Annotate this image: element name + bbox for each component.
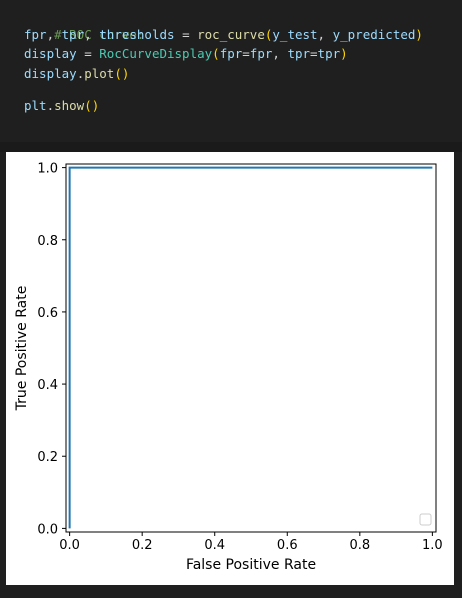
legend-box <box>419 513 432 526</box>
code-token: plot <box>84 65 115 81</box>
code-token: ) <box>340 46 348 61</box>
x-tick-label: 0.6 <box>277 538 298 553</box>
code-token: = <box>174 26 198 42</box>
code-token: = <box>310 46 318 61</box>
code-line-2: fpr, tpr, thresholds = roc_curve(y_test,… <box>24 25 462 45</box>
cell-separator <box>0 142 462 152</box>
x-tick-label: 0.2 <box>132 538 153 553</box>
y-tick-label: 1.0 <box>37 162 58 177</box>
code-line-3: display = RocCurveDisplay(fpr=fpr, tpr=t… <box>24 44 462 64</box>
code-token: roc_curve <box>197 26 265 42</box>
output-plot-area: 0.0 0.2 0.4 0.6 0.8 1.0 0.0 0.2 0.4 0.6 0.8 1.0 Fals… <box>6 152 454 585</box>
code-token: , <box>317 26 333 42</box>
code-token: ( <box>212 46 220 61</box>
code-token: fpr <box>249 46 273 61</box>
code-token: = <box>242 46 250 61</box>
y-tick-label: 0.0 <box>37 522 58 537</box>
y-tick-label: 0.8 <box>37 234 58 249</box>
code-blank-line <box>24 83 462 96</box>
chart-marks <box>68 166 433 529</box>
y-axis-label: True Positive Rate <box>14 286 30 412</box>
code-token: fpr <box>24 26 47 42</box>
code-cell[interactable]: # ROC curve: fpr, tpr, thresholds = roc_… <box>0 0 462 142</box>
below-output <box>0 585 462 598</box>
code-token: tpr <box>317 46 341 61</box>
y-tick-label: 0.2 <box>37 450 58 465</box>
code-comment: # ROC curve: <box>54 26 145 42</box>
code-token: ( <box>264 26 273 42</box>
roc-chart: 0.0 0.2 0.4 0.6 0.8 1.0 0.0 0.2 0.4 0.6 0.8 1.0 Fals… <box>14 162 443 573</box>
x-tick-label: 0.0 <box>59 538 80 553</box>
plot-frame <box>65 163 437 533</box>
code-token: () <box>84 98 100 113</box>
code-token: = <box>76 46 100 61</box>
y-tick-label: 0.6 <box>37 306 58 321</box>
chart-axes: 0.0 0.2 0.4 0.6 0.8 1.0 0.0 0.2 0.4 0.6 0.8 1.0 Fals… <box>14 162 443 573</box>
roc-curve-line <box>68 166 433 529</box>
code-token: ) <box>415 26 423 42</box>
code-line-4: display.plot() <box>24 64 462 84</box>
x-axis-label: False Positive Rate <box>186 557 316 573</box>
code-line-1: # ROC curve: <box>24 5 462 42</box>
code-token: , <box>84 26 100 42</box>
code-token: () <box>114 65 130 81</box>
code-token: fpr <box>219 46 243 61</box>
code-token: tpr <box>61 26 85 42</box>
x-tick-label: 1.0 <box>422 538 443 553</box>
code-token: y_test <box>272 26 318 42</box>
code-token: tpr <box>287 46 311 61</box>
code-token: display <box>24 46 77 61</box>
code-token: , <box>272 46 288 61</box>
code-token: display <box>24 65 77 81</box>
code-token: show <box>54 98 85 113</box>
x-tick-label: 0.4 <box>204 538 225 553</box>
code-token: , <box>46 26 62 42</box>
chart-legend <box>419 513 432 526</box>
code-token: . <box>46 98 55 113</box>
code-line-6: plt.show() <box>24 96 462 116</box>
y-tick-label: 0.4 <box>37 378 58 393</box>
code-token: y_predicted <box>332 26 416 42</box>
code-token: RocCurveDisplay <box>99 46 213 61</box>
code-token: thresholds <box>99 26 175 42</box>
code-token: . <box>76 65 85 81</box>
code-token: plt <box>24 98 47 113</box>
x-tick-label: 0.8 <box>349 538 370 553</box>
